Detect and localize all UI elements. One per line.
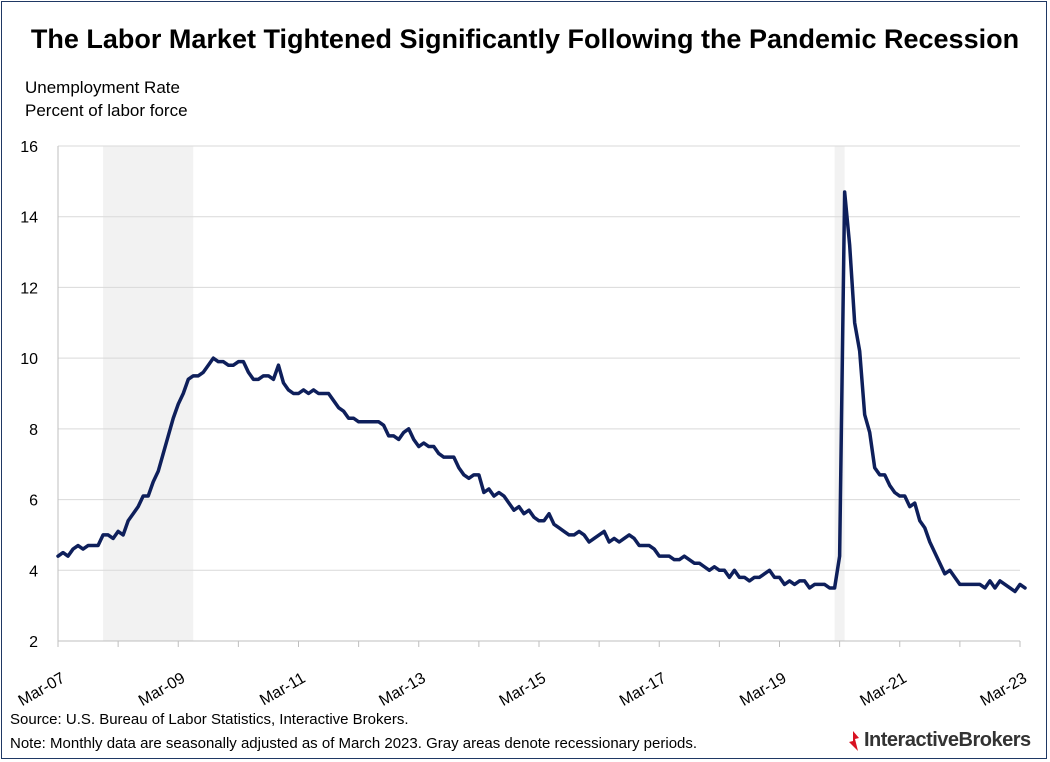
x-tick-label: Mar-11 xyxy=(257,670,308,710)
y-tick-label: 14 xyxy=(20,210,38,227)
gridlines xyxy=(58,145,1020,571)
y-tick-label: 4 xyxy=(29,563,38,580)
x-tick-label: Mar-21 xyxy=(857,670,909,710)
x-tick-label: Mar-07 xyxy=(16,670,68,710)
y-tick-labels: 2 4 6 8 10 12 14 16 xyxy=(20,139,38,651)
y-tick-label: 2 xyxy=(29,634,38,651)
recession-band xyxy=(103,146,194,641)
axes xyxy=(57,146,1021,647)
unemployment-rate-line xyxy=(56,190,1027,594)
y-tick-label: 16 xyxy=(20,139,38,156)
x-tick-label: Mar-13 xyxy=(376,670,428,710)
x-tick-label: Mar-15 xyxy=(497,670,549,710)
x-tick-label: Mar-17 xyxy=(617,670,669,710)
x-tick-labels: Mar-07 Mar-09 Mar-11 Mar-13 Mar-15 Mar-17 Mar-… xyxy=(16,670,1030,710)
logo-text: InteractiveBrokers xyxy=(864,729,1031,751)
interactive-brokers-logo: InteractiveBrokers xyxy=(845,729,1031,752)
y-tick-label: 10 xyxy=(20,351,38,368)
y-axis-unit-label: Percent of labor force xyxy=(25,101,188,120)
source-note: Source: U.S. Bureau of Labor Statistics,… xyxy=(10,711,409,728)
x-tick-label: Mar-19 xyxy=(737,670,789,710)
recession-shading xyxy=(103,146,845,641)
x-tick-label: Mar-09 xyxy=(136,670,188,710)
y-axis-label: Unemployment Rate xyxy=(25,78,180,97)
footnote: Note: Monthly data are seasonally adjust… xyxy=(10,735,698,752)
series xyxy=(56,190,1027,594)
brand-mark-icon xyxy=(849,730,859,751)
y-tick-label: 12 xyxy=(20,280,38,297)
y-tick-label: 8 xyxy=(29,422,38,439)
recession-band xyxy=(834,146,845,641)
y-tick-label: 6 xyxy=(29,493,38,510)
x-tick-label: Mar-23 xyxy=(978,670,1030,710)
chart-title: The Labor Market Tightened Significantly… xyxy=(30,24,1020,54)
